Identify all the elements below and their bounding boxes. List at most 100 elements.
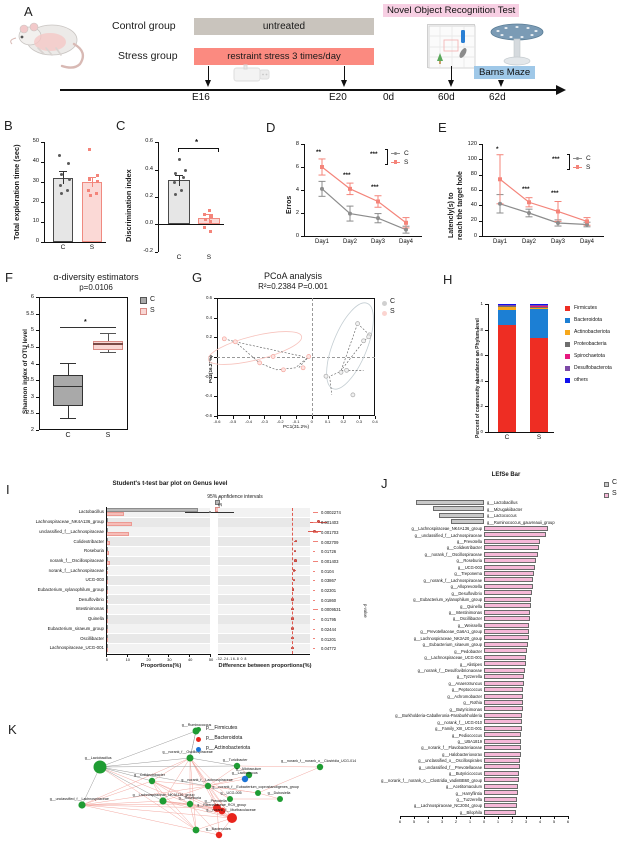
panel-b-ytick-10: 10 [32,218,39,224]
panel-j-taxon-name: g__Butyricimonas [449,706,482,712]
table-row [218,614,310,624]
panel-k-node [215,831,223,839]
barnes-maze-icon [490,23,544,66]
panel-j-tick [526,816,527,819]
panel-j-bar-s [484,770,520,776]
table-row [218,575,310,585]
panel-e-legend-marker-c [575,156,580,161]
panel-k-graph [78,727,324,839]
panel-j-xtick-label: 0 [482,819,486,824]
panel-h-legend-swatch-spirochaetota [565,354,570,359]
panel-i-effect-dot [293,559,297,562]
panel-e-ytick-20: 20 [470,217,477,224]
panel-k-node-label: g__norank_f__Oscillospiraceae [162,749,213,754]
panel-e-xtick-day2: Day2 [521,239,536,245]
panel-b-label: B [4,118,13,133]
panel-j-taxon-name: g__Bilophila [459,809,482,815]
panel-j-xtick-label: 4 [426,819,430,824]
panel-c-bar-c [168,180,190,224]
panel-i-zero-line [291,508,293,654]
panel-j-bar-s [484,738,522,744]
panel-j-bar-s [484,783,519,789]
panel-c-significance: * [195,138,199,147]
panel-f-ytick-5: 5 [30,327,34,334]
panel-i-pvalue-marker [313,531,318,533]
panel-j-taxon-name: g__Peptococcus [451,687,482,693]
panel-f-ytick-6: 6 [30,294,34,300]
panel-b-y-axis [44,142,45,242]
panel-i-title: Student's t-test bar plot on Genus level [112,480,228,487]
panel-j-bar-s [484,603,531,609]
panel-j-bar-c [438,512,484,518]
panel-h-legend-label-firmicutes: Firmicutes [574,304,598,311]
panel-f-ytick-4: 4 [30,360,34,367]
table-row [106,527,210,537]
panel-f-box-c [53,375,83,407]
panel-g-xtick-neg05: -0.5 [229,419,237,424]
panel-j-tick [400,816,401,819]
panel-d-x-axis [304,236,422,237]
panel-d-xtick-day4: Day4 [398,239,413,245]
panel-j-bar-s [484,609,531,615]
panel-i-pvalue: 0.01795 [321,617,337,623]
panel-i-subtitle: 95% confidence intervals [207,494,263,500]
table-row [106,508,210,517]
table-row [218,517,310,527]
panel-h-legend-label-bacteroidota: Bacteroidota [574,316,603,323]
panel-j-taxon-name: g__Burkholderia-Caballeronia-Paraburkhol… [395,713,482,719]
table-row [106,634,210,643]
panel-j-taxon-name: g__unclassified_f__Lachnospiraceae [414,532,482,538]
panel-c-ytick-02: 0.2 [145,193,153,199]
panel-c-xtick-c: C [176,254,182,261]
panel-b-total-exploration-time: B Total exploration time (sec) 50 40 30 … [0,118,112,263]
panel-j-taxon-name: g__Quinella [460,603,482,609]
panel-f-legend-swatch-s [140,308,147,315]
panel-i-pvalue: 0.001703 [321,529,339,535]
table-row [218,556,310,566]
table-row [106,624,210,634]
panel-h-legend-label-actinobacteriota: Actinobacteriota [574,328,610,335]
panel-k-node [245,771,253,779]
panel-d-xtick-day2: Day2 [342,239,357,245]
panel-j-tick [568,816,569,819]
panel-j-taxon-name: g__Lactobacillus [487,500,518,506]
panel-b-bar-c [53,177,73,242]
panel-b-ytick-40: 40 [32,158,39,164]
panel-d-errors: D Erros 8 6 4 2 0 ** ** [258,118,430,263]
panel-j-legend-swatch-c [604,482,609,487]
panel-h-ytick-02: 0.2 [476,403,483,409]
panel-g-xtick-02: 0.2 [340,419,347,424]
panel-j-bar-s [484,641,528,647]
panel-j-xtick-label: 1 [468,819,472,824]
panel-j-bar-s [484,590,532,596]
panel-h-xtick-c: C [504,434,510,441]
panel-i-pvalue: 0.001403 [321,520,339,526]
panel-i-pvalue: 0.03867 [321,578,337,584]
panel-g-legend-dot-c [382,301,387,306]
panel-g-xtick-03: 0.3 [356,419,362,424]
panel-j-taxon-name: g__Butyricicoccus [449,771,482,777]
panel-k-node [227,796,233,802]
panel-g-legend-label-c: C [390,298,396,305]
panel-e-label: E [438,120,447,135]
table-row [106,614,210,624]
panel-i-taxon-name: Eubacterium_siraeum_group [47,625,104,631]
panel-g-legend-dot-s [382,311,387,316]
panel-i-pvalue: 0.04772 [321,646,337,652]
panel-k-node-label: g__Lachnospiraceae_NK4A136_group [132,792,195,797]
table-row [218,643,310,653]
panel-i-taxon-name: Quinella [87,616,104,622]
panel-j-bar-s [484,558,537,564]
panel-i-label: I [6,482,10,497]
panel-j-taxon-name: g__Lachnospiraceae_UCG-001 [424,655,482,661]
panel-j-bar-s [484,616,530,622]
panel-d-sig-day3: *** [371,184,379,191]
table-row [218,595,310,605]
panel-k-node [159,797,167,805]
panel-k-legend-label-bacteroidota: p__Bacteroidota [206,735,243,741]
panel-i-pvalue: 0.002709 [321,539,339,545]
panel-d-ytick-8: 8 [295,140,299,147]
panel-b-bar-s [82,182,102,242]
panel-e-xtick-day1: Day1 [492,239,507,245]
panel-i-taxon-name: Colidextribacter [73,538,104,544]
